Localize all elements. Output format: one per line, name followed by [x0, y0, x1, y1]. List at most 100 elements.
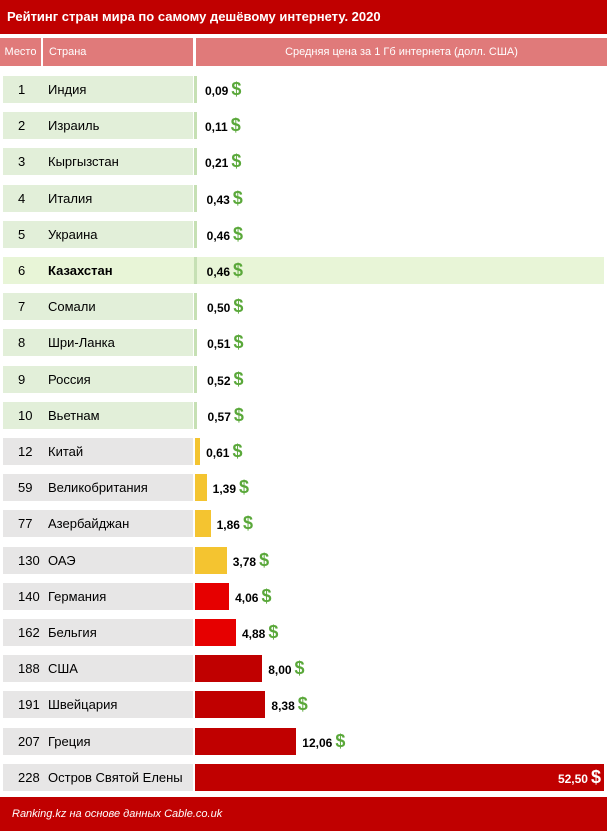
price-bar	[195, 655, 263, 682]
price-value: 0,11	[205, 120, 228, 134]
rank-cell: 2	[18, 118, 26, 133]
source-footer: Ranking.kz на основе данных Cable.co.uk	[0, 797, 607, 831]
price-value: 0,57	[207, 410, 231, 424]
rank-cell: 59	[18, 480, 33, 495]
price-value: 1,86	[216, 518, 240, 532]
price-bar	[195, 764, 604, 791]
row-background	[3, 547, 193, 574]
dollar-icon: $	[233, 224, 244, 244]
country-cell: Азербайджан	[48, 516, 130, 531]
table-row: 140 Германия 4,06 $	[0, 583, 607, 610]
row-background	[3, 510, 193, 537]
rank-cell: 8	[18, 335, 26, 350]
dollar-icon: $	[259, 550, 270, 570]
dollar-icon: $	[233, 405, 244, 425]
rank-cell: 7	[18, 299, 26, 314]
rank-cell: 188	[18, 661, 40, 676]
price-value: 0,21	[205, 156, 229, 170]
column-header-price: Средняя цена за 1 Гб интернета (долл. СШ…	[196, 38, 607, 66]
price-label: 1,39 $	[213, 474, 249, 501]
dollar-icon: $	[335, 731, 346, 751]
table-row: 12 Китай 0,61 $	[0, 438, 607, 465]
price-label: 0,51 $	[207, 329, 243, 356]
country-cell: Сомали	[48, 299, 96, 314]
row-background	[3, 474, 193, 501]
dollar-icon: $	[261, 586, 272, 606]
rank-cell: 162	[18, 625, 40, 640]
price-label: 0,57 $	[208, 402, 244, 429]
price-bar	[194, 366, 197, 393]
table-row: 188 США 8,00 $	[0, 655, 607, 682]
dollar-icon: $	[242, 513, 253, 533]
dollar-icon: $	[268, 622, 279, 642]
price-value: 0,09	[205, 84, 229, 98]
row-background	[3, 329, 193, 356]
country-cell: Израиль	[48, 118, 100, 133]
price-value: 12,06	[302, 736, 333, 750]
country-cell: Италия	[48, 191, 93, 206]
table-row: 8 Шри-Ланка 0,51 $	[0, 329, 607, 356]
dollar-icon: $	[230, 115, 241, 135]
rank-cell: 6	[18, 263, 26, 278]
rank-cell: 9	[18, 372, 26, 387]
table-row: 5 Украина 0,46 $	[0, 221, 607, 248]
dollar-icon: $	[232, 441, 243, 461]
country-cell: Индия	[48, 82, 87, 97]
dollar-icon: $	[233, 332, 244, 352]
table-row: 4 Италия 0,43 $	[0, 185, 607, 212]
rank-cell: 5	[18, 227, 26, 242]
rank-cell: 140	[18, 589, 40, 604]
table-row: 10 Вьетнам 0,57 $	[0, 402, 607, 429]
table-row: 130 ОАЭ 3,78 $	[0, 547, 607, 574]
country-cell: ОАЭ	[48, 553, 76, 568]
country-cell: Германия	[48, 589, 107, 604]
country-cell: Китай	[48, 444, 84, 459]
country-cell: США	[48, 661, 78, 676]
price-bar	[195, 438, 201, 465]
price-label: 8,38 $	[271, 691, 307, 718]
row-background	[3, 728, 193, 755]
price-label: 12,06 $	[302, 728, 345, 755]
price-label: 0,50 $	[207, 293, 243, 320]
dollar-icon: $	[294, 658, 305, 678]
price-value: 0,61	[206, 446, 230, 460]
price-bar	[194, 329, 197, 356]
dollar-icon: $	[590, 767, 601, 787]
price-bar	[194, 293, 197, 320]
country-cell: Россия	[48, 372, 91, 387]
table-row: 162 Бельгия 4,88 $	[0, 619, 607, 646]
dollar-icon: $	[232, 188, 243, 208]
rank-cell: 207	[18, 734, 40, 749]
rank-cell: 10	[18, 408, 33, 423]
country-cell: Вьетнам	[48, 408, 100, 423]
page-title: Рейтинг стран мира по самому дешёвому ин…	[0, 0, 607, 34]
row-background	[3, 185, 193, 212]
price-bar	[195, 583, 230, 610]
rank-cell: 228	[18, 770, 40, 785]
rank-cell: 4	[18, 191, 26, 206]
row-background	[3, 691, 193, 718]
table-row: 207 Греция 12,06 $	[0, 728, 607, 755]
price-value: 0,51	[207, 337, 231, 351]
country-cell: Украина	[48, 227, 98, 242]
table-row: 3 Кыргызстан 0,21 $	[0, 148, 607, 175]
price-bar	[194, 221, 197, 248]
dollar-icon: $	[231, 79, 242, 99]
country-cell: Бельгия	[48, 625, 97, 640]
price-bar	[195, 547, 227, 574]
row-background	[3, 764, 193, 791]
price-label: 0,11 $	[205, 112, 241, 139]
price-value: 8,00	[268, 663, 292, 677]
country-cell: Казахстан	[48, 263, 113, 278]
price-bar	[194, 185, 197, 212]
price-value: 52,50	[557, 772, 588, 786]
dollar-icon: $	[239, 477, 250, 497]
price-label: 0,09 $	[205, 76, 241, 103]
price-value: 0,50	[207, 301, 231, 315]
row-background	[3, 221, 193, 248]
price-bar	[195, 728, 297, 755]
table-row: 77 Азербайджан 1,86 $	[0, 510, 607, 537]
row-background	[3, 583, 193, 610]
table-row: 1 Индия 0,09 $	[0, 76, 607, 103]
row-background	[3, 366, 193, 393]
